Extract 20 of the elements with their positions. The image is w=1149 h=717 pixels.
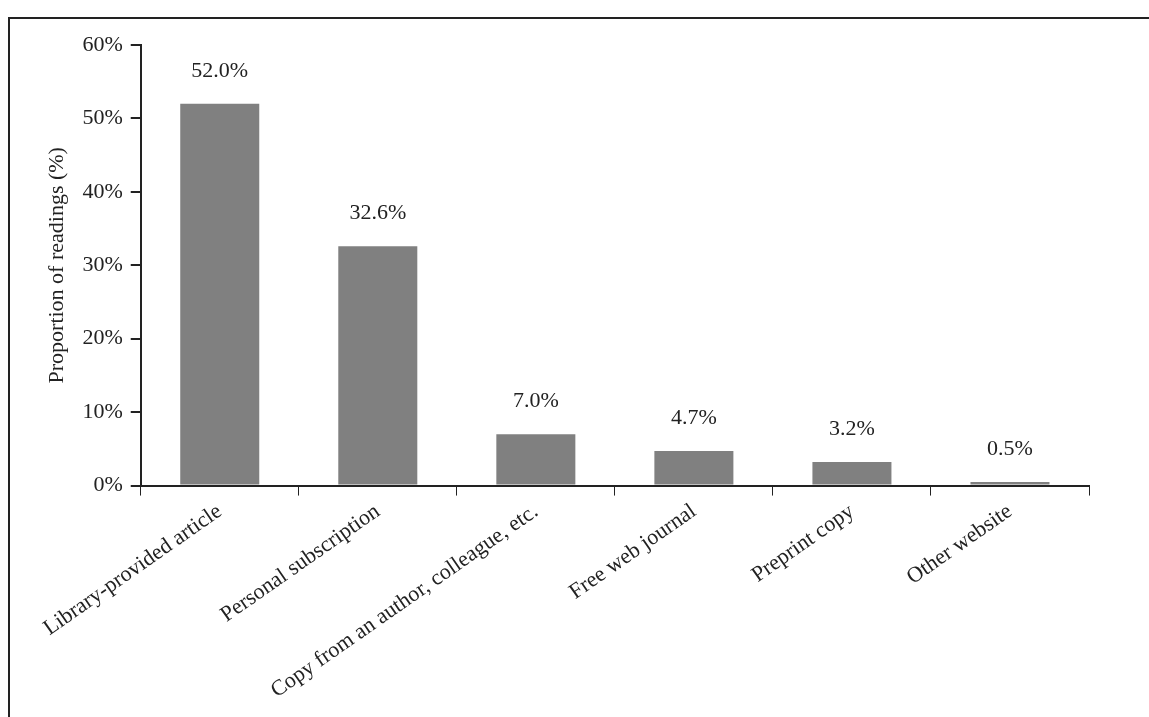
data-label: 3.2% [829, 414, 875, 440]
bar [654, 451, 734, 485]
data-label: 7.0% [512, 386, 559, 412]
y-tick-label: 50% [82, 104, 123, 130]
y-tick-label: 30% [82, 251, 123, 277]
y-tick-label: 40% [82, 177, 123, 203]
data-label: 32.6% [349, 198, 407, 224]
bar [338, 246, 418, 485]
bar [970, 481, 1050, 485]
bar [180, 103, 260, 485]
bar [812, 462, 892, 485]
y-tick-label: 20% [82, 324, 123, 350]
bar [496, 434, 576, 485]
data-label: 52.0% [191, 56, 249, 82]
y-tick-label: 0% [93, 471, 123, 497]
y-tick-label: 10% [82, 397, 123, 423]
y-axis-title: Proportion of readings (%) [42, 147, 68, 384]
data-label: 4.7% [670, 403, 717, 429]
y-tick-label: 60% [82, 30, 123, 56]
data-label: 0.5% [987, 434, 1033, 460]
